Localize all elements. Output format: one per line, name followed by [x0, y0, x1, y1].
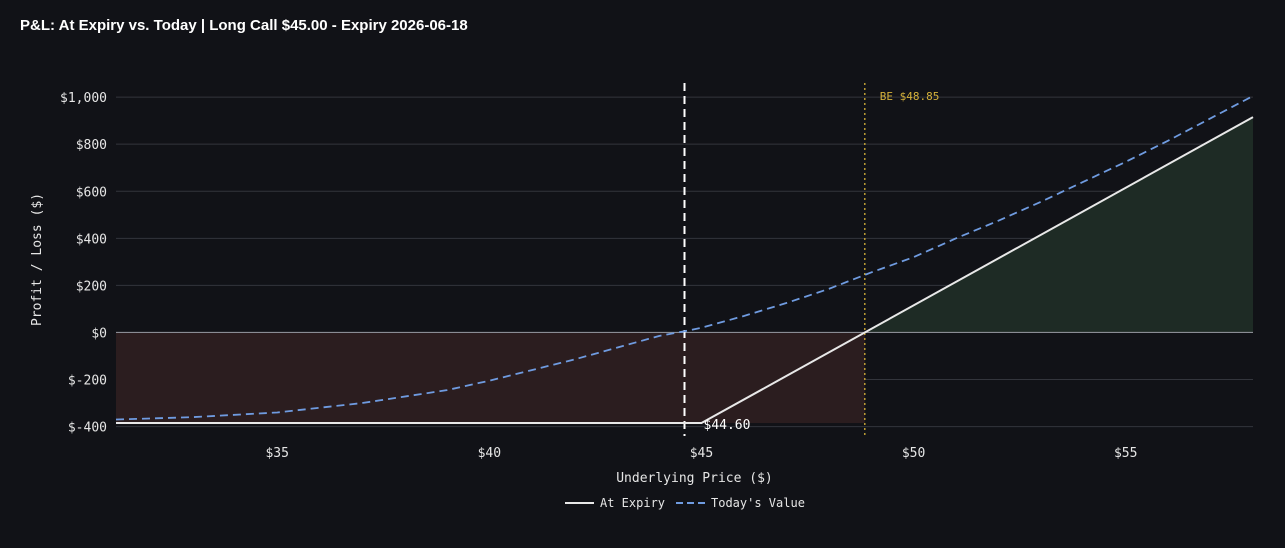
legend-label-at-expiry: At Expiry [600, 496, 665, 510]
y-axis-label: Profit / Loss ($) [30, 193, 45, 326]
legend-label-todays-value: Today's Value [711, 496, 805, 510]
x-tick-label: $55 [1114, 446, 1137, 461]
x-tick-label: $40 [478, 446, 501, 461]
chart-title: P&L: At Expiry vs. Today | Long Call $45… [20, 17, 468, 34]
at-expiry-line [116, 116, 1254, 425]
y-tick-label: $400 [76, 232, 107, 247]
y-tick-label: $-400 [68, 421, 107, 436]
current-price-label: $44.60 [704, 418, 751, 433]
todays-value-line [115, 95, 1254, 421]
x-axis-label: Underlying Price ($) [616, 471, 773, 486]
y-tick-label: $0 [91, 326, 107, 341]
y-tick-label: $200 [76, 279, 107, 294]
y-tick-label: $-200 [68, 374, 107, 389]
x-tick-label: $45 [690, 446, 713, 461]
y-tick-label: $800 [76, 138, 107, 153]
y-tick-label: $1,000 [60, 91, 107, 106]
loss-region [116, 332, 865, 424]
x-tick-label: $50 [902, 446, 925, 461]
breakeven-label: BE $48.85 [880, 90, 940, 103]
y-tick-label: $600 [76, 185, 107, 200]
x-tick-label: $35 [265, 446, 288, 461]
